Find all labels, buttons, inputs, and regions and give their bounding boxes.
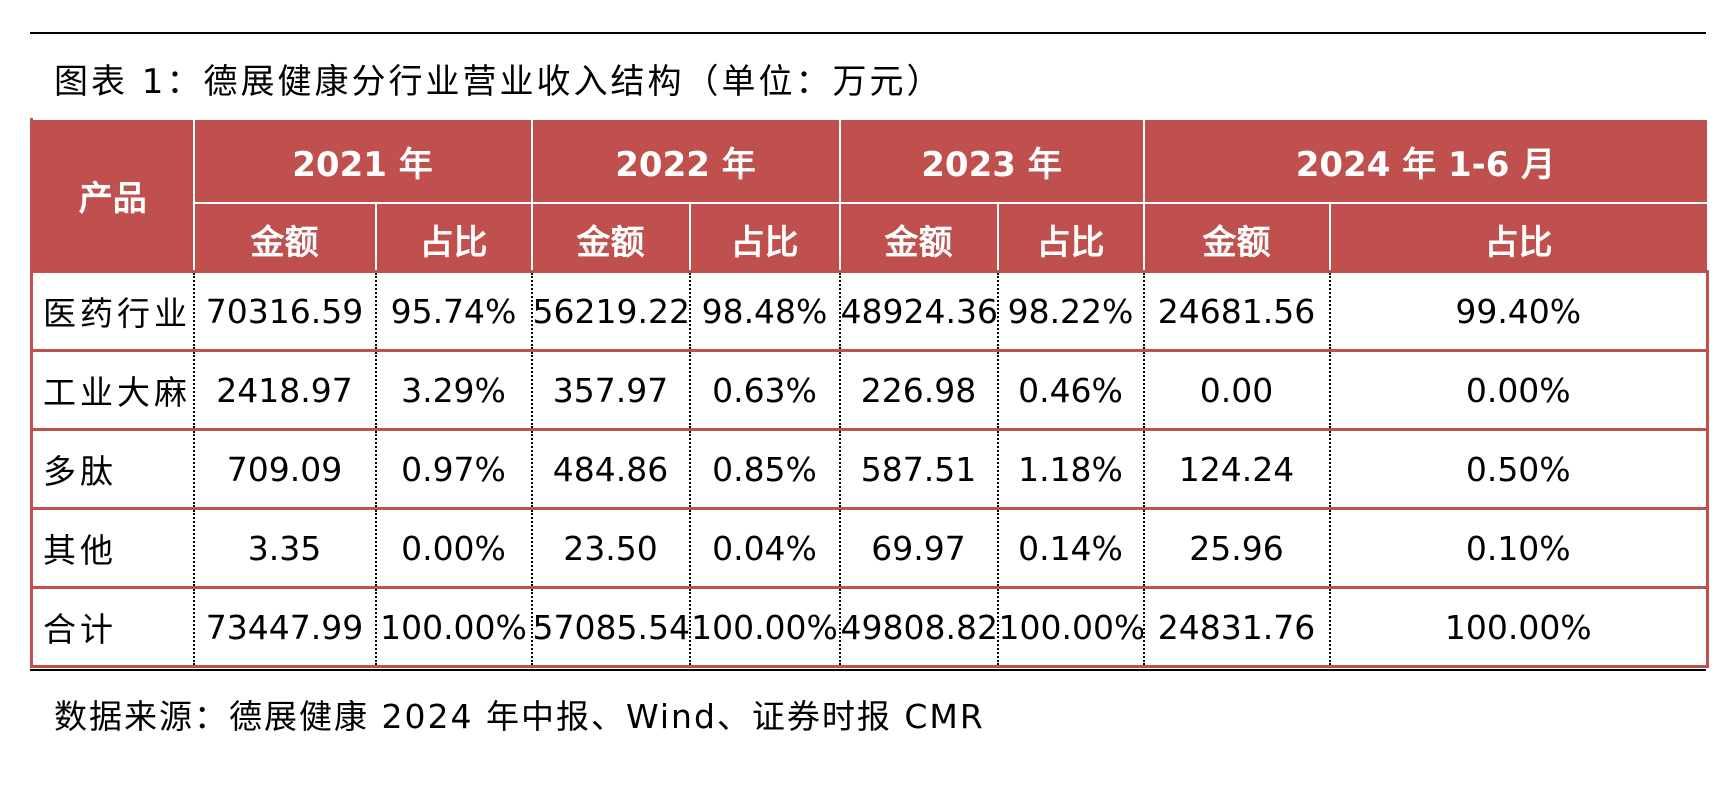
- table-cell: 0.00%: [374, 507, 532, 588]
- table-row: 其他 3.35 0.00% 23.50 0.04% 69.97 0.14% 25…: [30, 507, 1710, 588]
- table-cell: 69.97: [838, 507, 998, 588]
- table-cell: 95.74%: [374, 270, 532, 351]
- table-cell: 57085.54: [530, 586, 690, 668]
- table-cell: 0.04%: [688, 507, 840, 588]
- share-header: 占比: [996, 202, 1145, 273]
- year-header: 2021 年: [192, 118, 533, 204]
- table-cell: 0.00%: [1328, 349, 1710, 430]
- table-cell: 0.46%: [996, 349, 1144, 430]
- table-row: 多肽 709.09 0.97% 484.86 0.85% 587.51 1.18…: [30, 428, 1710, 509]
- table-cell: 73447.99: [192, 586, 376, 668]
- table-cell: 3.29%: [374, 349, 532, 430]
- table-cell: 2418.97: [192, 349, 376, 430]
- share-header: 占比: [1328, 202, 1709, 273]
- amount-header: 金额: [838, 202, 999, 273]
- table-cell: 70316.59: [192, 270, 376, 351]
- table-cell: 49808.82: [838, 586, 998, 668]
- revenue-table: 产品 2021 年 2022 年 2023 年 2024 年 1-6 月 金额 …: [30, 118, 1710, 668]
- year-header: 2022 年: [530, 118, 841, 204]
- table-cell: 357.97: [530, 349, 690, 430]
- share-header: 占比: [688, 202, 841, 273]
- table-cell: 0.63%: [688, 349, 840, 430]
- table-cell: 587.51: [838, 428, 998, 509]
- table-cell: 24831.76: [1142, 586, 1330, 668]
- top-rule: [30, 32, 1706, 34]
- product-header: 产品: [30, 118, 195, 273]
- share-header: 占比: [374, 202, 533, 273]
- row-label: 其他: [30, 507, 194, 588]
- table-cell: 0.85%: [688, 428, 840, 509]
- year-header: 2024 年 1-6 月: [1142, 118, 1709, 204]
- table-cell: 484.86: [530, 428, 690, 509]
- table-cell: 226.98: [838, 349, 998, 430]
- table-cell: 3.35: [192, 507, 376, 588]
- table-cell: 0.10%: [1328, 507, 1710, 588]
- table-cell: 124.24: [1142, 428, 1330, 509]
- table-cell: 100.00%: [688, 586, 840, 668]
- row-label: 合计: [30, 586, 194, 668]
- source-note: 数据来源：德展健康 2024 年中报、Wind、证券时报 CMR: [54, 697, 985, 736]
- amount-header: 金额: [530, 202, 691, 273]
- table-cell: 0.50%: [1328, 428, 1710, 509]
- table-cell: 98.48%: [688, 270, 840, 351]
- table-row: 工业大麻 2418.97 3.29% 357.97 0.63% 226.98 0…: [30, 349, 1710, 430]
- revenue-table-container: 产品 2021 年 2022 年 2023 年 2024 年 1-6 月 金额 …: [30, 118, 1710, 670]
- year-header: 2023 年: [838, 118, 1145, 204]
- table-cell: 100.00%: [374, 586, 532, 668]
- amount-header: 金额: [192, 202, 377, 273]
- table-cell: 98.22%: [996, 270, 1144, 351]
- table-cell: 48924.36: [838, 270, 998, 351]
- table-cell: 100.00%: [1328, 586, 1710, 668]
- table-cell: 56219.22: [530, 270, 690, 351]
- total-row: 合计 73447.99 100.00% 57085.54 100.00% 498…: [30, 586, 1710, 668]
- bottom-rule: [30, 669, 1706, 671]
- row-label: 工业大麻: [30, 349, 194, 430]
- row-label: 多肽: [30, 428, 194, 509]
- table-cell: 0.00: [1142, 349, 1330, 430]
- table-cell: 99.40%: [1328, 270, 1710, 351]
- amount-header: 金额: [1142, 202, 1331, 273]
- row-label: 医药行业: [30, 270, 194, 351]
- table-cell: 23.50: [530, 507, 690, 588]
- table-cell: 25.96: [1142, 507, 1330, 588]
- table-cell: 1.18%: [996, 428, 1144, 509]
- table-cell: 0.97%: [374, 428, 532, 509]
- table-cell: 100.00%: [996, 586, 1144, 668]
- figure-title: 图表 1：德展健康分行业营业收入结构（单位：万元）: [54, 62, 944, 102]
- table-row: 医药行业 70316.59 95.74% 56219.22 98.48% 489…: [30, 270, 1710, 351]
- table-cell: 24681.56: [1142, 270, 1330, 351]
- table-cell: 709.09: [192, 428, 376, 509]
- table-cell: 0.14%: [996, 507, 1144, 588]
